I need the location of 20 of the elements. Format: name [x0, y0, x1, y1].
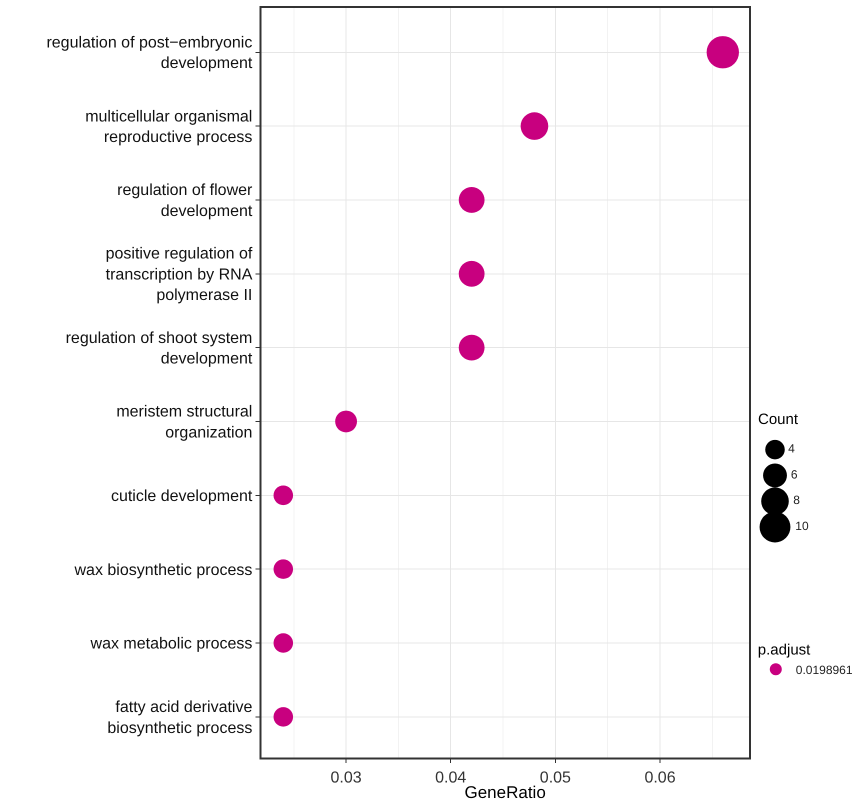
legend-label: 8	[793, 493, 800, 508]
x-tick-label: 0.03	[330, 769, 362, 786]
y-tick-label: multicellular organismal reproductive process	[85, 108, 252, 146]
legend-label: 4	[788, 442, 796, 456]
legend-label: 0.0198961	[796, 662, 853, 677]
legend-label: 10	[795, 519, 809, 534]
y-tick-label: regulation of flower development	[117, 182, 254, 220]
color-bar-title: p.adjust	[758, 642, 812, 659]
y-tick-label: positive regulation of transcription by RNA polymerase II	[106, 246, 253, 304]
y-tick-label: regulation of shoot system development	[66, 330, 253, 368]
legend-title: Count	[758, 411, 799, 428]
y-tick-label: wax metabolic process	[90, 636, 252, 653]
y-tick-label: fatty acid derivative biosynthetic process	[107, 699, 252, 737]
y-tick-label: regulation of post−embryonic development	[46, 34, 253, 72]
y-tick-label: meristem structural organization	[116, 404, 252, 442]
y-tick-label: cuticle development	[110, 488, 253, 505]
y-tick-label: wax biosynthetic process	[74, 562, 252, 579]
x-tick-label: 0.04	[435, 769, 466, 786]
x-tick-label: 0.06	[644, 769, 676, 786]
legend-label: 6	[790, 467, 798, 482]
